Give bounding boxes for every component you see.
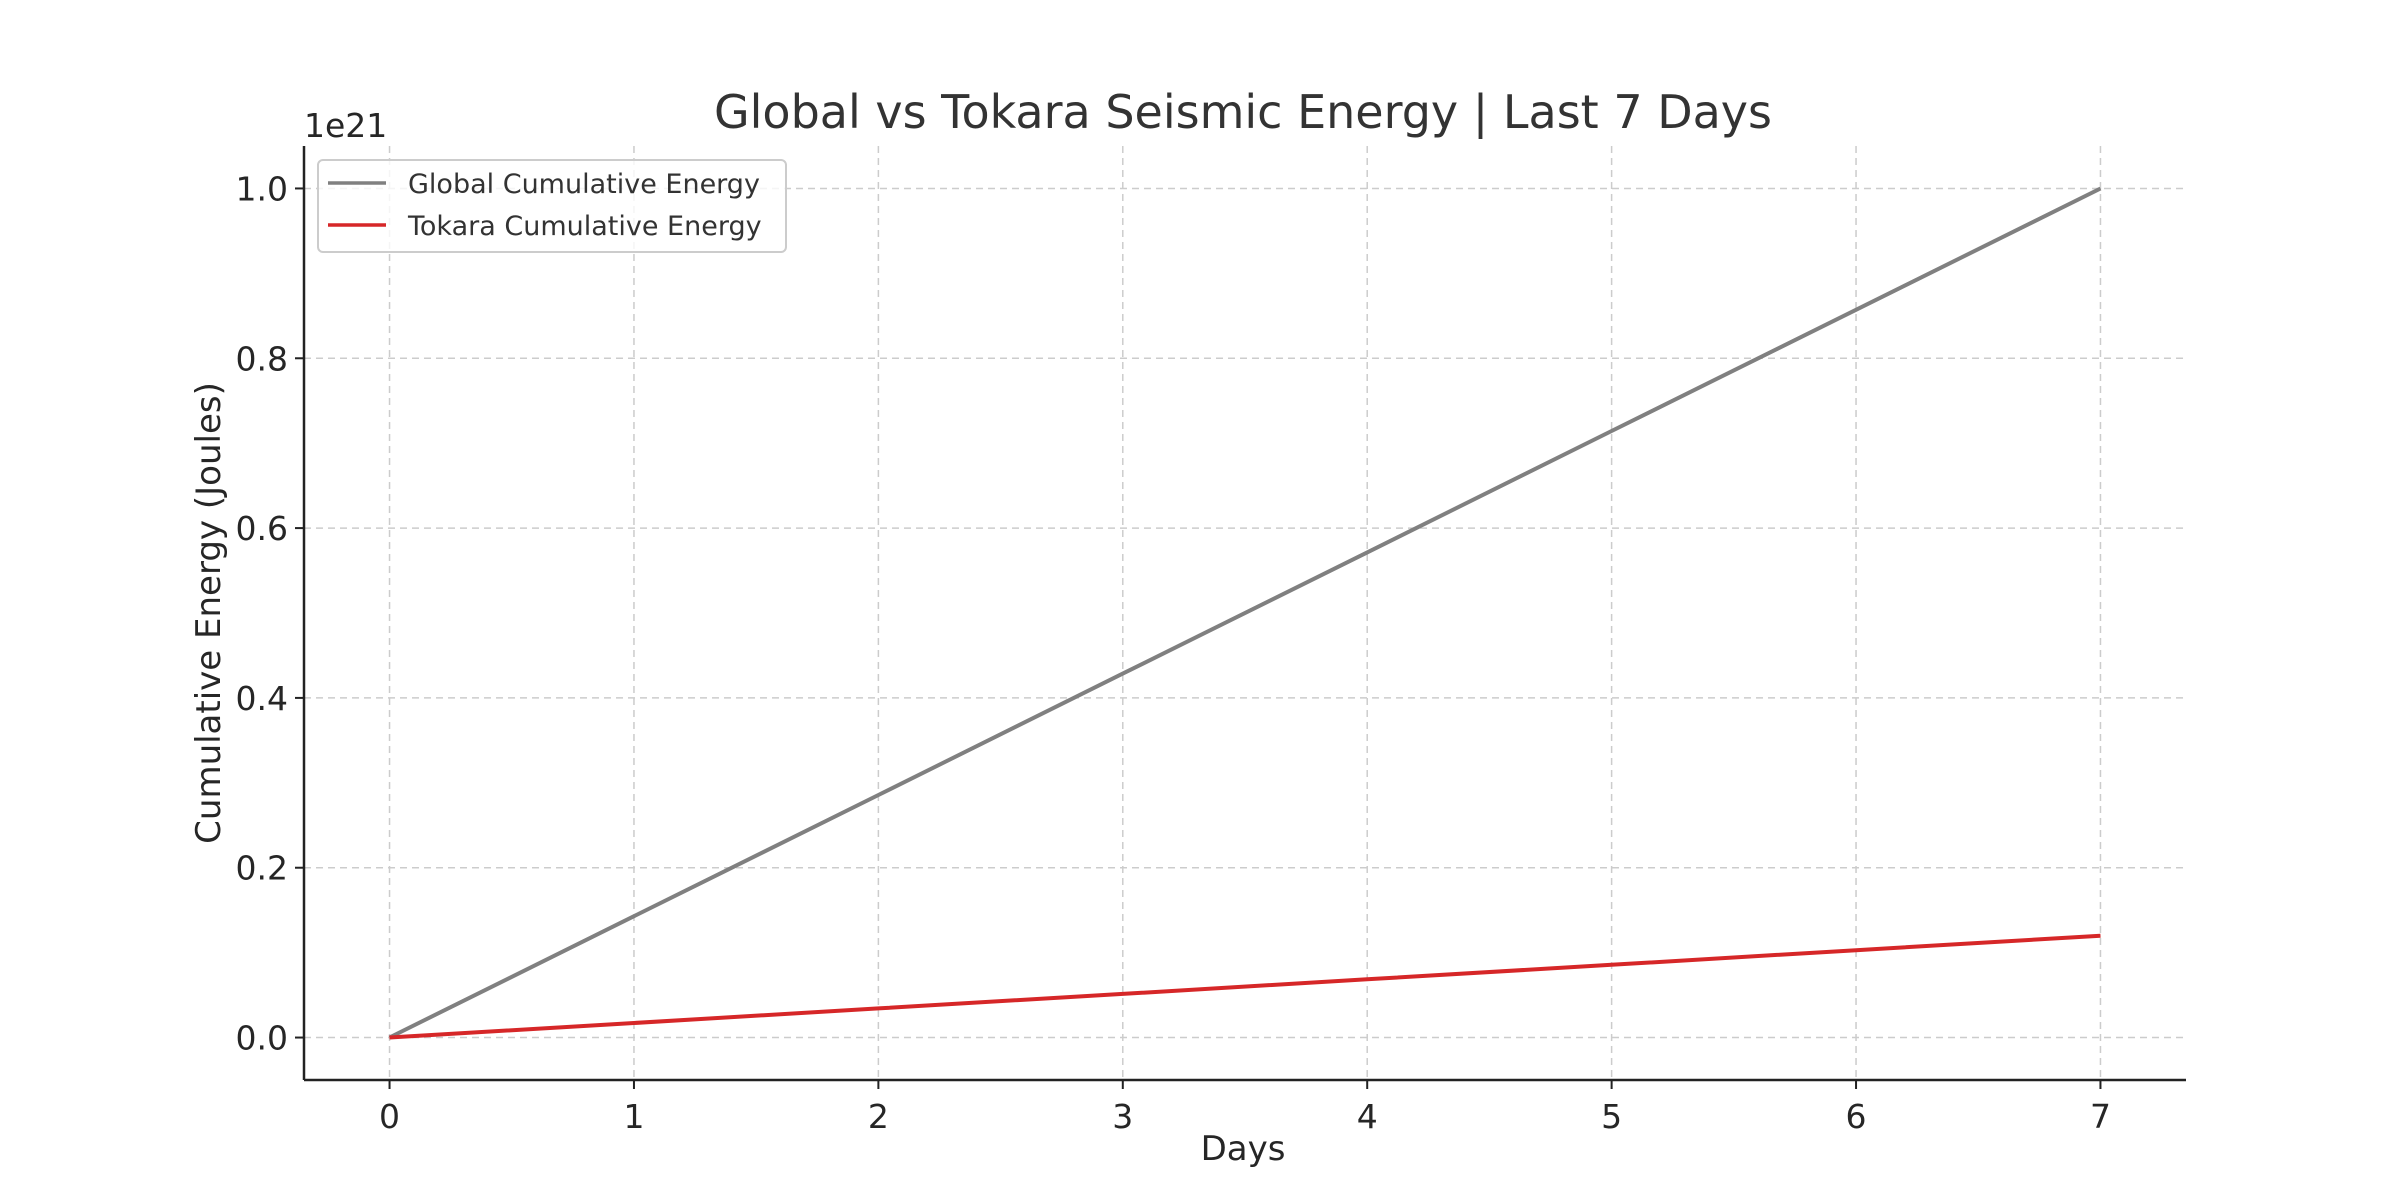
x-axis-label: Days: [1201, 1129, 1286, 1169]
legend: Global Cumulative Energy Tokara Cumulati…: [317, 159, 787, 253]
y-tick-label-2: 0.4: [236, 679, 288, 718]
x-tick-label-2: 2: [868, 1097, 889, 1136]
y-tick-label-3: 0.6: [236, 509, 288, 548]
y-tick-label-1: 0.2: [236, 849, 288, 888]
legend-label-global: Global Cumulative Energy: [408, 169, 760, 200]
legend-box: [317, 159, 787, 253]
x-axis-ticks: 0 1 2 3 4 5 6 7: [379, 1080, 2111, 1136]
series-line-0: [388, 186, 2102, 1040]
axes: [302, 146, 2186, 1082]
series-lines: [388, 186, 2102, 1040]
y-axis-ticks: 0.0 0.2 0.4 0.6 0.8 1.0: [236, 169, 304, 1058]
y-tick-label-4: 0.8: [236, 339, 288, 378]
x-tick-label-6: 6: [1846, 1097, 1867, 1136]
y-tick-label-5: 1.0: [236, 169, 288, 208]
chart-title: Global vs Tokara Seismic Energy | Last 7…: [714, 85, 1772, 140]
y-tick-label-0: 0.0: [236, 1019, 288, 1058]
x-tick-label-3: 3: [1112, 1097, 1133, 1136]
x-tick-label-7: 7: [2090, 1097, 2111, 1136]
x-tick-label-1: 1: [623, 1097, 644, 1136]
x-tick-label-5: 5: [1601, 1097, 1622, 1136]
y-axis-label: Cumulative Energy (Joules): [189, 382, 229, 844]
series-line-1: [389, 933, 2101, 1040]
legend-label-tokara: Tokara Cumulative Energy: [407, 211, 762, 242]
x-tick-label-4: 4: [1357, 1097, 1378, 1136]
y-axis-offset-label: 1e21: [304, 106, 387, 145]
x-tick-label-0: 0: [379, 1097, 400, 1136]
